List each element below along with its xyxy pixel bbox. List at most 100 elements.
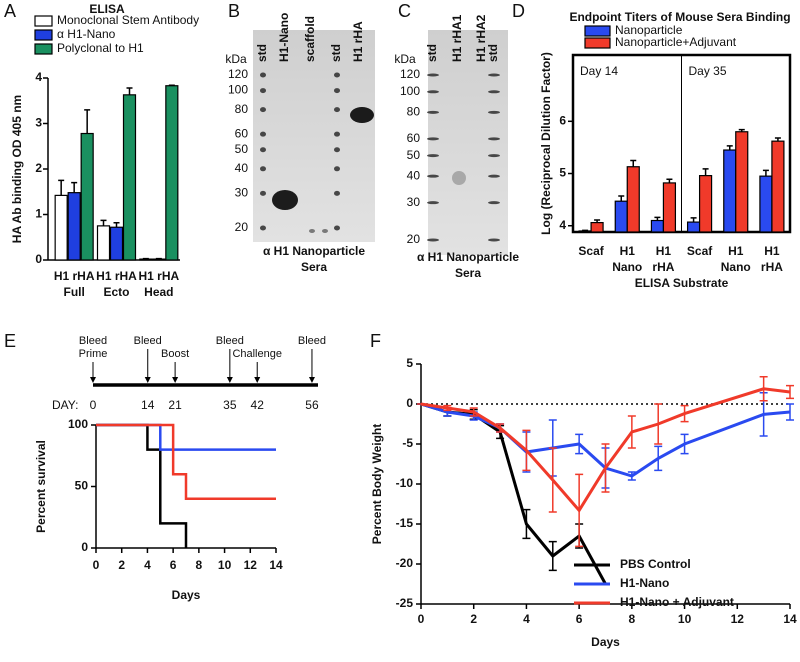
kda-label: kDa <box>394 52 416 66</box>
timeline-arrowhead <box>172 377 179 383</box>
timeline-event: Bleed <box>216 335 244 347</box>
ladder-band <box>488 238 500 242</box>
y-tick-label: 5 <box>406 356 413 370</box>
legend-label: Nanoparticle <box>615 23 683 37</box>
y-tick-label: 3 <box>35 116 42 130</box>
legend-label: Polyclonal to H1 <box>57 41 144 55</box>
x-tick-label: Scaf <box>578 244 604 258</box>
x-axis-label: Days <box>591 635 620 649</box>
bar <box>139 258 153 261</box>
timeline-event: Prime <box>79 348 108 360</box>
timeline-day: 35 <box>223 398 237 412</box>
y-tick-label: 2 <box>35 161 42 175</box>
ladder-band <box>260 72 266 78</box>
timeline-event: Bleed <box>134 335 162 347</box>
kda-label: kDa <box>225 52 247 66</box>
x-tick-sublabel: Nano <box>721 260 751 274</box>
panel-letter: D <box>512 1 525 21</box>
marker-label: 120 <box>400 67 420 81</box>
bar <box>662 182 677 233</box>
panel-letter: A <box>4 1 16 21</box>
group-label: Day 14 <box>580 64 618 78</box>
ladder-band <box>488 201 500 205</box>
bar <box>590 222 604 233</box>
ladder-band <box>488 73 500 77</box>
x-tick-label: 14 <box>269 558 283 572</box>
timeline-event: Challenge <box>232 348 282 360</box>
y-tick-label: 6 <box>559 113 566 127</box>
x-tick-label: H1 rHA <box>96 269 137 283</box>
x-tick-label: 10 <box>218 558 232 572</box>
ladder-band <box>334 131 340 137</box>
y-tick-label: 1 <box>35 207 42 221</box>
timeline-day: 56 <box>305 398 319 412</box>
x-tick-label: H1 rHA <box>138 269 179 283</box>
ladder-band <box>427 73 439 77</box>
error-bar <box>702 168 709 176</box>
legend-label: α H1-Nano <box>57 27 116 41</box>
x-tick-label: 8 <box>629 612 636 626</box>
bar <box>686 221 701 233</box>
x-tick-label: Full <box>64 285 85 299</box>
timeline-day: 21 <box>168 398 182 412</box>
y-tick-label: 100 <box>68 417 88 431</box>
error-bar <box>113 221 120 228</box>
bar <box>698 175 713 233</box>
marker-label: 30 <box>235 186 249 200</box>
chart-title: ELISA <box>89 2 125 16</box>
ladder-band <box>334 107 340 113</box>
y-tick-label: 0 <box>35 252 42 266</box>
y-tick-label: -15 <box>396 516 414 530</box>
timeline-event: Bleed <box>298 335 326 347</box>
blot-caption: α H1 Nanoparticle <box>417 250 519 264</box>
series-line <box>420 387 791 513</box>
y-tick-label: -20 <box>396 556 414 570</box>
lane-label: H1 rHA1 <box>450 14 464 62</box>
marker-label: 50 <box>407 148 421 162</box>
ladder-band <box>488 154 500 158</box>
x-tick-label: 12 <box>244 558 258 572</box>
x-tick-label: Ecto <box>103 285 129 299</box>
legend-label: H1-Nano + Adjuvant <box>620 595 734 609</box>
y-tick-label: 0 <box>81 540 88 554</box>
ladder-band <box>488 110 500 114</box>
x-tick-label: 6 <box>576 612 583 626</box>
lane-label: std <box>255 44 269 62</box>
marker-label: 50 <box>235 142 249 156</box>
ladder-band <box>334 72 340 78</box>
y-axis-label: Percent survival <box>34 440 48 533</box>
y-tick-label: 5 <box>559 166 566 180</box>
bar <box>54 194 68 261</box>
sample-band <box>452 171 466 185</box>
error-bar <box>71 181 78 193</box>
error-bar <box>726 145 733 151</box>
x-tick-label: 2 <box>470 612 477 626</box>
marker-label: 80 <box>407 105 421 119</box>
marker-label: 80 <box>235 102 249 116</box>
x-tick-label: 4 <box>144 558 151 572</box>
x-tick-label: H1 <box>764 244 780 258</box>
marker-label: 100 <box>400 84 420 98</box>
y-tick-label: 4 <box>35 70 42 84</box>
bar <box>67 192 81 261</box>
lane-label: H1 rHA <box>351 21 365 62</box>
x-tick-label: H1 <box>620 244 636 258</box>
y-tick-label: -25 <box>396 596 414 610</box>
ladder-band <box>334 147 340 153</box>
ladder-band <box>427 154 439 158</box>
panel-letter: B <box>228 1 240 21</box>
y-axis-label: HA Ab binding OD 405 nm <box>10 95 24 243</box>
ladder-band <box>488 174 500 178</box>
survival-line <box>96 423 276 501</box>
ladder-band <box>427 90 439 94</box>
legend-label: Monoclonal Stem Antibody <box>57 13 199 27</box>
series-line <box>420 402 607 585</box>
y-tick-label: 50 <box>75 479 89 493</box>
panel-letter: F <box>370 331 381 351</box>
sample-band <box>309 229 315 233</box>
ladder-band <box>334 166 340 172</box>
x-tick-label: 2 <box>118 558 125 572</box>
x-tick-label: H1 <box>728 244 744 258</box>
y-tick-label: -10 <box>396 476 414 490</box>
